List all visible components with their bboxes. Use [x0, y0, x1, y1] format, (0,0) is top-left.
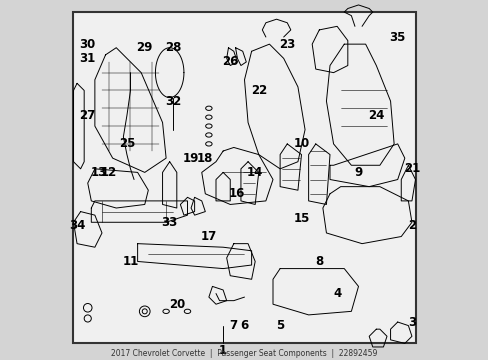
Text: 20: 20 [168, 298, 184, 311]
Text: 28: 28 [165, 41, 181, 54]
FancyBboxPatch shape [73, 12, 415, 343]
Text: 2017 Chevrolet Corvette  |  Passenger Seat Components  |  22892459: 2017 Chevrolet Corvette | Passenger Seat… [111, 349, 377, 358]
Text: 31: 31 [80, 52, 96, 65]
Text: 21: 21 [403, 162, 419, 175]
Text: 35: 35 [389, 31, 405, 44]
Text: 30: 30 [80, 38, 96, 51]
Text: 25: 25 [119, 138, 135, 150]
Text: 6: 6 [240, 319, 248, 332]
Text: 23: 23 [279, 38, 295, 51]
Text: 33: 33 [161, 216, 178, 229]
Text: 14: 14 [246, 166, 263, 179]
Text: 22: 22 [250, 84, 266, 97]
Text: 12: 12 [101, 166, 117, 179]
Text: 3: 3 [407, 315, 415, 329]
Text: 34: 34 [69, 219, 85, 232]
Text: 10: 10 [293, 138, 309, 150]
Text: 9: 9 [354, 166, 362, 179]
Text: 13: 13 [90, 166, 106, 179]
Text: 8: 8 [315, 255, 323, 268]
Text: 11: 11 [122, 255, 138, 268]
Text: 29: 29 [136, 41, 153, 54]
Text: 17: 17 [201, 230, 217, 243]
Text: 2: 2 [407, 219, 415, 232]
Text: 19: 19 [183, 152, 199, 165]
Text: 5: 5 [275, 319, 284, 332]
Text: 27: 27 [80, 109, 96, 122]
Text: 26: 26 [222, 55, 238, 68]
Text: 1: 1 [219, 344, 227, 357]
Text: 15: 15 [293, 212, 309, 225]
Text: 24: 24 [367, 109, 384, 122]
Text: 32: 32 [165, 95, 181, 108]
Text: 4: 4 [332, 287, 341, 300]
Text: 7: 7 [229, 319, 237, 332]
Text: 16: 16 [229, 187, 245, 200]
Text: 18: 18 [197, 152, 213, 165]
